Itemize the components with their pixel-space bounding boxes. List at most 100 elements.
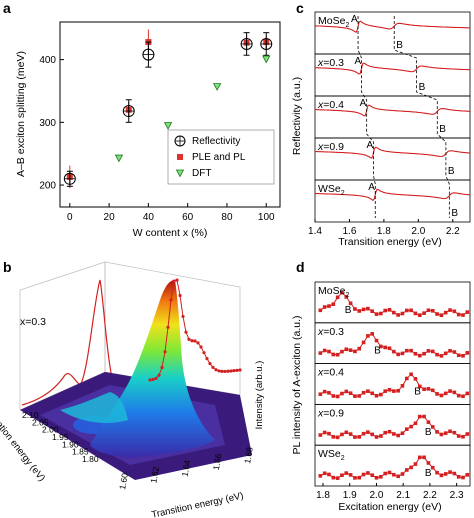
dft-point	[262, 55, 271, 64]
ple-point	[374, 435, 379, 439]
ple-point	[400, 472, 405, 476]
ple-point	[335, 295, 340, 300]
ple-point	[344, 471, 349, 475]
ple-point	[461, 434, 465, 439]
ple-point	[448, 429, 452, 434]
ple-point	[331, 435, 336, 439]
ple-point	[335, 352, 340, 357]
ple-point	[348, 301, 353, 306]
ple-point	[435, 312, 439, 316]
ple-point	[340, 391, 344, 396]
ple-point	[361, 390, 366, 395]
ple-point	[340, 473, 344, 478]
ple-point	[452, 430, 457, 435]
ple-point	[456, 312, 461, 317]
ple-point	[357, 475, 362, 480]
ple-point	[435, 470, 439, 475]
ple-point	[374, 312, 379, 316]
c-x-tick-label: 2.0	[411, 226, 425, 237]
ple-point	[430, 425, 435, 429]
ple-point	[396, 433, 400, 438]
ple-point	[422, 311, 426, 315]
panel-a-legend: Reflectivity PLE and PL DFT	[167, 129, 275, 185]
reflectivity-curve	[314, 20, 471, 33]
projection-point	[196, 341, 200, 345]
peak-label-a: A	[367, 140, 374, 151]
ple-point	[318, 474, 323, 478]
reflectivity-row-label: WSe2	[318, 183, 345, 197]
ple-point	[443, 310, 448, 315]
ple-point	[409, 465, 413, 470]
ple-point	[370, 332, 375, 336]
ple-point	[435, 392, 439, 396]
ple-point	[348, 391, 353, 395]
legend-dft-symbol	[175, 169, 185, 178]
peak-label-b: B	[451, 208, 458, 219]
ple-point	[439, 313, 444, 318]
ple-row-label: x=0.9	[317, 407, 344, 419]
dft-point	[163, 122, 173, 130]
peak-label-b: B	[425, 468, 432, 479]
reflectivity-curve	[314, 188, 471, 202]
reflectivity-curve	[315, 62, 470, 75]
legend-label: PLE and PL	[192, 152, 246, 163]
ple-point	[426, 387, 431, 391]
ple-point	[422, 387, 426, 391]
ple-point	[443, 391, 448, 396]
ple-point	[353, 394, 357, 398]
ple-point	[392, 389, 396, 393]
ple-point	[461, 475, 465, 480]
x-tick-label: 100	[258, 212, 275, 223]
projection-point	[160, 365, 164, 370]
ple-point	[456, 353, 461, 358]
ple-point	[465, 351, 470, 355]
peak-label-a: A	[360, 98, 367, 109]
ple-point	[452, 350, 457, 354]
ple-point	[374, 338, 379, 343]
ple-row-label: x=0.3	[317, 326, 344, 338]
ple-point	[413, 462, 418, 466]
b-x-tick-label: 1.60	[117, 472, 130, 490]
ple-point	[452, 471, 457, 476]
projection-point	[181, 314, 185, 319]
panel-b-annotation: x=0.3	[20, 316, 46, 328]
ple-point	[387, 470, 392, 475]
ple-point	[379, 392, 383, 397]
projection-point	[154, 376, 158, 380]
projection-point	[235, 368, 239, 372]
panel-a-xlabel: W content x (%)	[133, 227, 208, 239]
legend-label: Reflectivity	[192, 136, 240, 147]
ple-point	[443, 472, 448, 476]
projection-point	[184, 330, 188, 334]
ple-point	[327, 431, 331, 436]
ple-point	[461, 394, 465, 399]
ple-row-frame	[314, 444, 471, 487]
ple-point	[318, 392, 323, 397]
panel-b-xlabel: Transition energy (eV)	[151, 490, 245, 518]
ple-point	[374, 475, 379, 480]
peak-label-b: B	[439, 124, 446, 135]
ple-point	[439, 393, 444, 398]
ple-point	[443, 431, 448, 435]
ple-point	[392, 432, 396, 436]
ple-point	[387, 387, 392, 392]
ple-point	[353, 349, 357, 354]
ple-point	[465, 432, 470, 436]
reflectivity-curve	[315, 104, 471, 117]
x-tick-label: 0	[67, 212, 73, 223]
ple-point	[405, 427, 409, 431]
peak-label-b: B	[345, 305, 352, 316]
panel-d-xlabel: Excitation energy (eV)	[338, 501, 441, 513]
ple-point	[353, 307, 357, 311]
c-x-tick-label: 1.6	[342, 226, 356, 237]
projection-point	[163, 350, 167, 354]
ple-point	[344, 295, 349, 299]
panel-b-zlabel: Intensity (arb.u.)	[254, 361, 265, 430]
ple-point	[405, 376, 409, 381]
b-x-tick-label: 1.68	[242, 446, 255, 464]
ple-point	[331, 352, 336, 357]
ple-point	[409, 372, 413, 377]
ple-point	[322, 389, 327, 394]
projection-point	[211, 365, 215, 369]
ple-point	[396, 313, 400, 317]
